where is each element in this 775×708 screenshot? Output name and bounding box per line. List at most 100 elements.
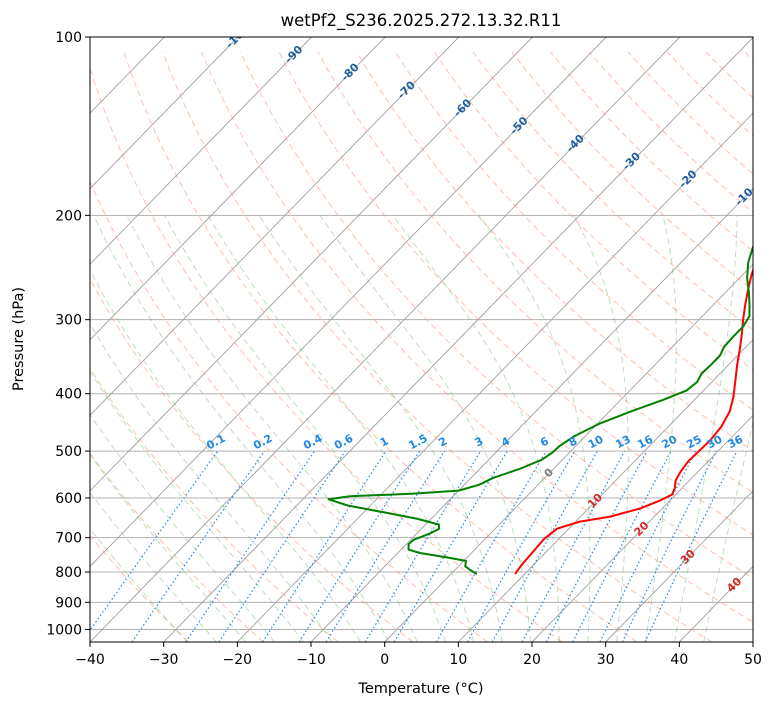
isotherm-line — [605, 490, 753, 642]
isotherm-line — [384, 263, 753, 642]
mixing-ratio-label: 16 — [635, 433, 655, 452]
x-axis-label: Temperature (°C) — [357, 681, 483, 697]
dry-adiabat-line — [278, 51, 753, 536]
mixing-ratio-line — [521, 450, 626, 642]
mixing-ratio-line — [644, 450, 738, 642]
mixing-ratio-label: 0.1 — [204, 432, 227, 453]
x-tick-label: −10 — [296, 652, 326, 668]
y-tick-label: 400 — [55, 387, 82, 403]
moist-adiabat-line — [90, 322, 333, 642]
moist-adiabat-line — [645, 215, 677, 642]
mixing-ratio-line — [545, 450, 648, 642]
mixing-ratio-label: 20 — [660, 433, 680, 452]
mixing-ratio-label: 13 — [613, 433, 633, 452]
dry-adiabat-line — [511, 51, 753, 291]
mixing-ratio-label: 30 — [705, 433, 725, 452]
moist-adiabat-line — [90, 268, 361, 642]
mixing-ratio-line — [131, 450, 266, 642]
x-tick-label: 20 — [523, 652, 541, 668]
dry-adiabat-line — [200, 51, 753, 623]
moist-adiabat-line — [90, 413, 275, 642]
mixing-ratio-label: 1.5 — [406, 432, 429, 453]
y-axis-label: Pressure (hPa) — [11, 287, 27, 391]
isotherm-line — [90, 37, 239, 190]
dry-adiabat-line — [239, 51, 753, 579]
moist-adiabat-line — [478, 215, 591, 642]
dry-adiabat-line — [744, 51, 753, 61]
dry-adiabat-line — [472, 51, 753, 331]
moist-adiabat-line — [674, 215, 738, 642]
mixing-ratio-line — [90, 450, 219, 632]
y-tick-label: 100 — [55, 30, 82, 46]
moist-adiabat-line — [90, 491, 217, 642]
mixing-ratio-line — [185, 450, 315, 642]
dry-adiabat-line — [90, 367, 339, 642]
x-tick-label: 50 — [744, 652, 762, 668]
y-tick-label: 900 — [55, 595, 82, 611]
dry-adiabat-line — [90, 278, 414, 642]
y-tick-label: 700 — [55, 531, 82, 547]
mixing-ratio-label: 25 — [684, 433, 704, 452]
y-tick-label: 200 — [55, 208, 82, 224]
moist-adiabat-line — [93, 215, 390, 642]
mixing-ratio-label: 6 — [538, 434, 551, 449]
isotherm-line — [90, 37, 386, 341]
isotherm-line — [90, 37, 681, 642]
moist-adiabat-line — [126, 215, 418, 642]
isotherm-line — [163, 37, 753, 642]
mixing-ratio-line — [466, 450, 576, 642]
x-tick-label: −30 — [149, 652, 179, 668]
temperature-line — [514, 267, 753, 575]
x-axis-ticks: −40 −30 −20 −10 0 10 20 30 40 50 — [75, 642, 762, 668]
mixing-ratio-line — [364, 450, 482, 642]
dry-adiabat-line — [90, 534, 190, 642]
mixing-ratio-label: 3 — [473, 434, 486, 449]
mixing-ratio-label: 8 — [567, 434, 580, 449]
dry-adiabat-line — [90, 66, 563, 642]
mixing-ratio-line — [599, 450, 697, 642]
mixing-ratio-line — [491, 450, 598, 642]
mixing-ratio-lines — [90, 450, 738, 642]
mixing-ratio-label: 10 — [586, 433, 606, 452]
moist-adiabat-line — [164, 215, 446, 642]
isotherm-line — [310, 188, 753, 642]
dry-adiabat-line — [123, 51, 638, 642]
moist-adiabat-line — [207, 215, 475, 642]
x-tick-label: −20 — [223, 652, 253, 668]
moist-adiabat-line — [90, 453, 247, 642]
y-tick-label: 600 — [55, 491, 82, 507]
isotherm-line — [458, 339, 753, 642]
moist-adiabat-line — [392, 215, 560, 642]
isotherm-line — [531, 414, 753, 642]
moist-adiabat-line — [258, 215, 503, 642]
moist-adiabat-line — [319, 215, 532, 642]
y-tick-label: 300 — [55, 313, 82, 329]
moist-adiabat-line — [90, 528, 188, 642]
moist-adiabat-line — [90, 370, 304, 642]
isotherm-line — [237, 112, 753, 642]
moist-adiabats — [90, 215, 753, 642]
grid-lines — [90, 37, 753, 642]
x-tick-label: −40 — [75, 652, 105, 668]
dry-adiabats — [90, 51, 753, 642]
mixing-ratio-line — [262, 450, 387, 642]
mixing-ratio-label: 2 — [436, 434, 449, 449]
dry-adiabat-line — [317, 51, 753, 494]
mixing-ratio-label: 0.4 — [301, 432, 325, 453]
mixing-ratio-line — [572, 450, 672, 642]
mixing-ratio-line — [298, 450, 421, 642]
moist-adiabat-line — [703, 420, 753, 642]
isotherm-line — [752, 641, 753, 642]
mixing-ratio-line — [325, 450, 445, 642]
y-axis-ticks: 100 200 300 400 500 600 700 800 900 1000 — [46, 30, 90, 638]
isotherm-line — [90, 37, 460, 416]
dry-adiabat-line — [90, 452, 264, 642]
mixing-ratio-line — [218, 450, 346, 642]
x-tick-label: 30 — [597, 652, 615, 668]
isotherm-line — [90, 37, 607, 568]
x-tick-label: 10 — [449, 652, 467, 668]
plot-frame — [89, 36, 754, 643]
mixing-ratio-line — [621, 450, 717, 642]
isotherm-line — [90, 37, 533, 492]
